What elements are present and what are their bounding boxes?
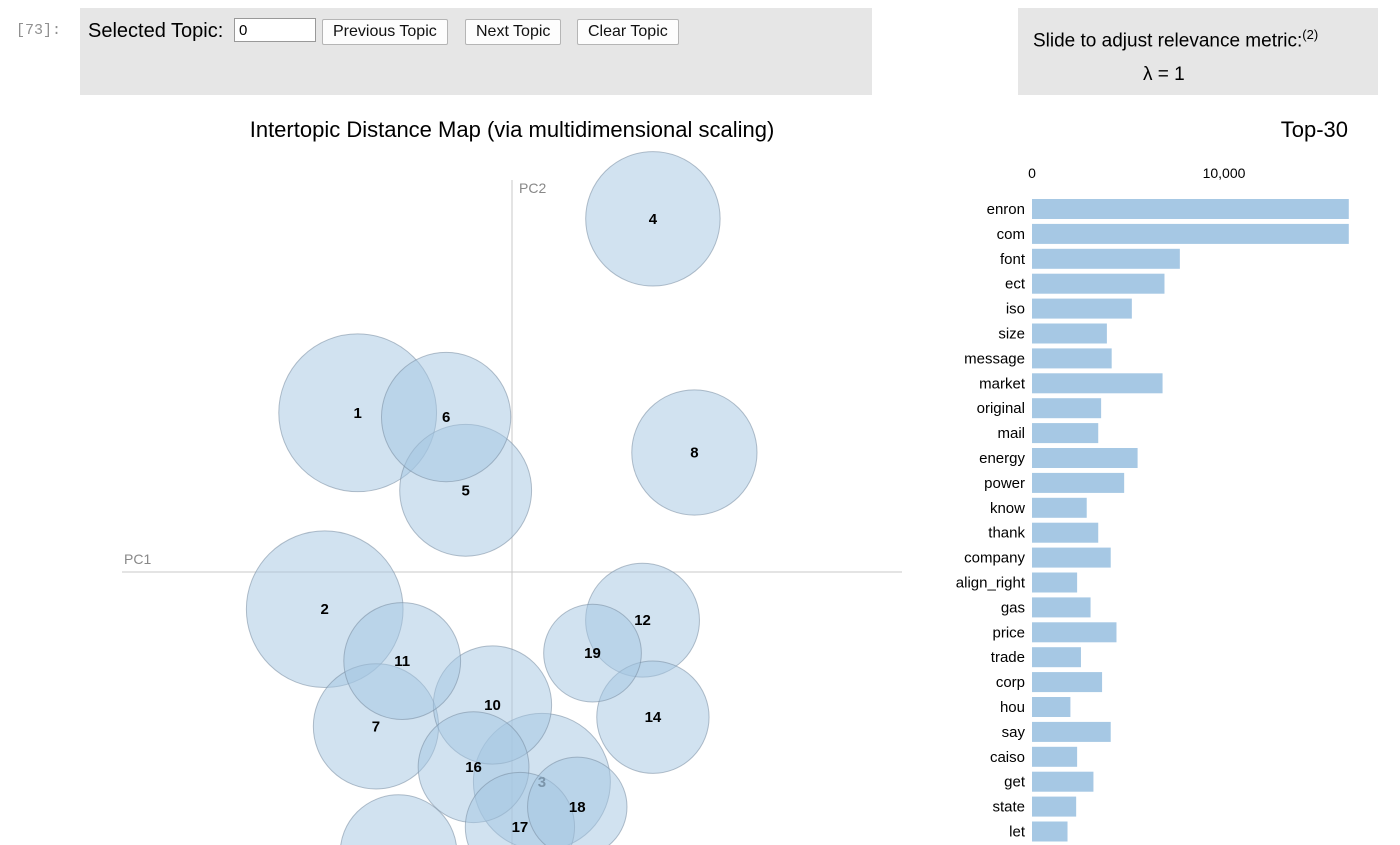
topic-label-4[interactable]: 4 — [649, 211, 658, 228]
term-label-state[interactable]: state — [992, 799, 1025, 816]
term-label-know[interactable]: know — [990, 500, 1025, 517]
term-label-ect[interactable]: ect — [1005, 276, 1026, 293]
topic-circle-4[interactable] — [585, 151, 721, 287]
bar-axis-tick: 10,000 — [1203, 165, 1246, 181]
term-label-font[interactable]: font — [1000, 251, 1026, 268]
topic-circle-8[interactable] — [631, 389, 758, 516]
term-label-power[interactable]: power — [984, 475, 1025, 492]
term-bar-let[interactable] — [1032, 821, 1068, 842]
topic-label-11[interactable]: 11 — [394, 653, 410, 670]
term-label-align_right[interactable]: align_right — [956, 575, 1026, 592]
term-label-thank[interactable]: thank — [988, 525, 1025, 542]
term-label-caiso[interactable]: caiso — [990, 749, 1025, 766]
top-terms-bar-chart: 0 10,000 enron com font ect iso size message mark… — [956, 165, 1349, 842]
pc1-axis-label: PC1 — [124, 551, 151, 567]
term-bar-say[interactable] — [1032, 721, 1111, 742]
term-label-energy[interactable]: energy — [979, 450, 1025, 467]
term-bar-mail[interactable] — [1032, 423, 1099, 444]
next-topic-button[interactable]: Next Topic — [465, 19, 562, 45]
term-bar-font[interactable] — [1032, 248, 1180, 269]
relevance-footnote[interactable]: (2) — [1302, 27, 1319, 42]
term-label-iso[interactable]: iso — [1006, 301, 1025, 318]
term-bar-caiso[interactable] — [1032, 746, 1078, 767]
lambda-value: λ = 1 — [1143, 64, 1185, 85]
term-bar-energy[interactable] — [1032, 448, 1138, 468]
term-label-let[interactable]: let — [1009, 824, 1026, 841]
intertopic-map-title: Intertopic Distance Map (via multidimens… — [249, 117, 775, 142]
topic-label-2[interactable]: 2 — [321, 601, 329, 618]
term-bar-iso[interactable] — [1032, 298, 1132, 319]
cell-prompt: [73]: — [16, 22, 62, 39]
term-bar-market[interactable] — [1032, 373, 1163, 394]
term-bar-corp[interactable] — [1032, 672, 1103, 693]
pc2-axis-label: PC2 — [519, 180, 546, 196]
topic-label-7[interactable]: 7 — [372, 718, 380, 735]
term-bar-align_right[interactable] — [1032, 572, 1078, 593]
term-label-trade[interactable]: trade — [991, 649, 1025, 666]
relevance-slider-label: Slide to adjust relevance metric:(2) — [1033, 27, 1318, 52]
topic-label-14[interactable]: 14 — [645, 709, 662, 726]
topic-label-17[interactable]: 17 — [512, 819, 529, 836]
term-label-com[interactable]: com — [997, 226, 1025, 243]
term-bar-price[interactable] — [1032, 622, 1117, 643]
term-label-message[interactable]: message — [964, 350, 1025, 367]
topic-label-16[interactable]: 16 — [465, 759, 482, 776]
term-bar-com[interactable] — [1032, 223, 1349, 244]
term-bar-hou[interactable] — [1032, 697, 1071, 717]
term-label-market[interactable]: market — [979, 375, 1026, 392]
term-label-hou[interactable]: hou — [1000, 699, 1025, 716]
clear-topic-button[interactable]: Clear Topic — [577, 19, 679, 45]
topic-label-8[interactable]: 8 — [690, 444, 698, 461]
topic-label-19[interactable]: 19 — [584, 645, 601, 662]
relevance-slider-panel: Slide to adjust relevance metric:(2) λ =… — [1018, 8, 1378, 95]
term-label-mail[interactable]: mail — [997, 425, 1025, 442]
term-label-company[interactable]: company — [964, 550, 1025, 567]
selected-topic-input[interactable] — [234, 18, 316, 42]
term-label-gas[interactable]: gas — [1001, 599, 1025, 616]
term-label-get[interactable]: get — [1004, 774, 1026, 791]
topic-label-1[interactable]: 1 — [353, 405, 361, 422]
term-bar-enron[interactable] — [1032, 199, 1349, 219]
term-bar-size[interactable] — [1032, 323, 1107, 344]
top-terms-title: Top-30 — [1280, 117, 1348, 142]
selected-topic-label: Selected Topic: — [88, 20, 224, 42]
relevance-label-text: Slide to adjust relevance metric: — [1033, 30, 1303, 52]
topic-label-6[interactable]: 6 — [442, 409, 450, 426]
term-label-price[interactable]: price — [992, 624, 1025, 641]
term-label-original[interactable]: original — [977, 400, 1025, 417]
term-bar-trade[interactable] — [1032, 647, 1081, 668]
topic-label-12[interactable]: 12 — [634, 612, 651, 629]
term-bar-original[interactable] — [1032, 398, 1102, 419]
term-bar-gas[interactable] — [1032, 597, 1091, 618]
term-bar-ect[interactable] — [1032, 273, 1165, 294]
term-label-enron[interactable]: enron — [987, 201, 1025, 218]
topic-control-panel: Selected Topic: Previous Topic Next Topi… — [80, 8, 872, 95]
topic-label-5[interactable]: 5 — [461, 482, 469, 499]
topic-label-18[interactable]: 18 — [569, 799, 586, 816]
term-bar-power[interactable] — [1032, 472, 1125, 493]
topic-circle-19[interactable] — [543, 603, 642, 703]
intertopic-distance-map: PC2PC11234567891011121416171819 — [122, 151, 902, 845]
topic-circle-9[interactable] — [340, 794, 457, 845]
term-bar-get[interactable] — [1032, 771, 1094, 792]
term-bar-know[interactable] — [1032, 497, 1087, 518]
topic-circle-6[interactable] — [380, 351, 512, 483]
term-bar-state[interactable] — [1032, 796, 1077, 817]
term-label-size[interactable]: size — [998, 326, 1025, 343]
term-bar-company[interactable] — [1032, 547, 1111, 568]
term-bar-thank[interactable] — [1032, 522, 1099, 543]
topic-circle-11[interactable] — [343, 602, 462, 720]
topic-label-10[interactable]: 10 — [484, 697, 501, 714]
term-label-corp[interactable]: corp — [996, 674, 1025, 691]
previous-topic-button[interactable]: Previous Topic — [322, 19, 448, 45]
topic-circle-18[interactable] — [527, 756, 628, 845]
term-label-say[interactable]: say — [1002, 724, 1026, 741]
term-bar-message[interactable] — [1032, 348, 1112, 369]
bar-axis-tick: 0 — [1028, 165, 1036, 181]
